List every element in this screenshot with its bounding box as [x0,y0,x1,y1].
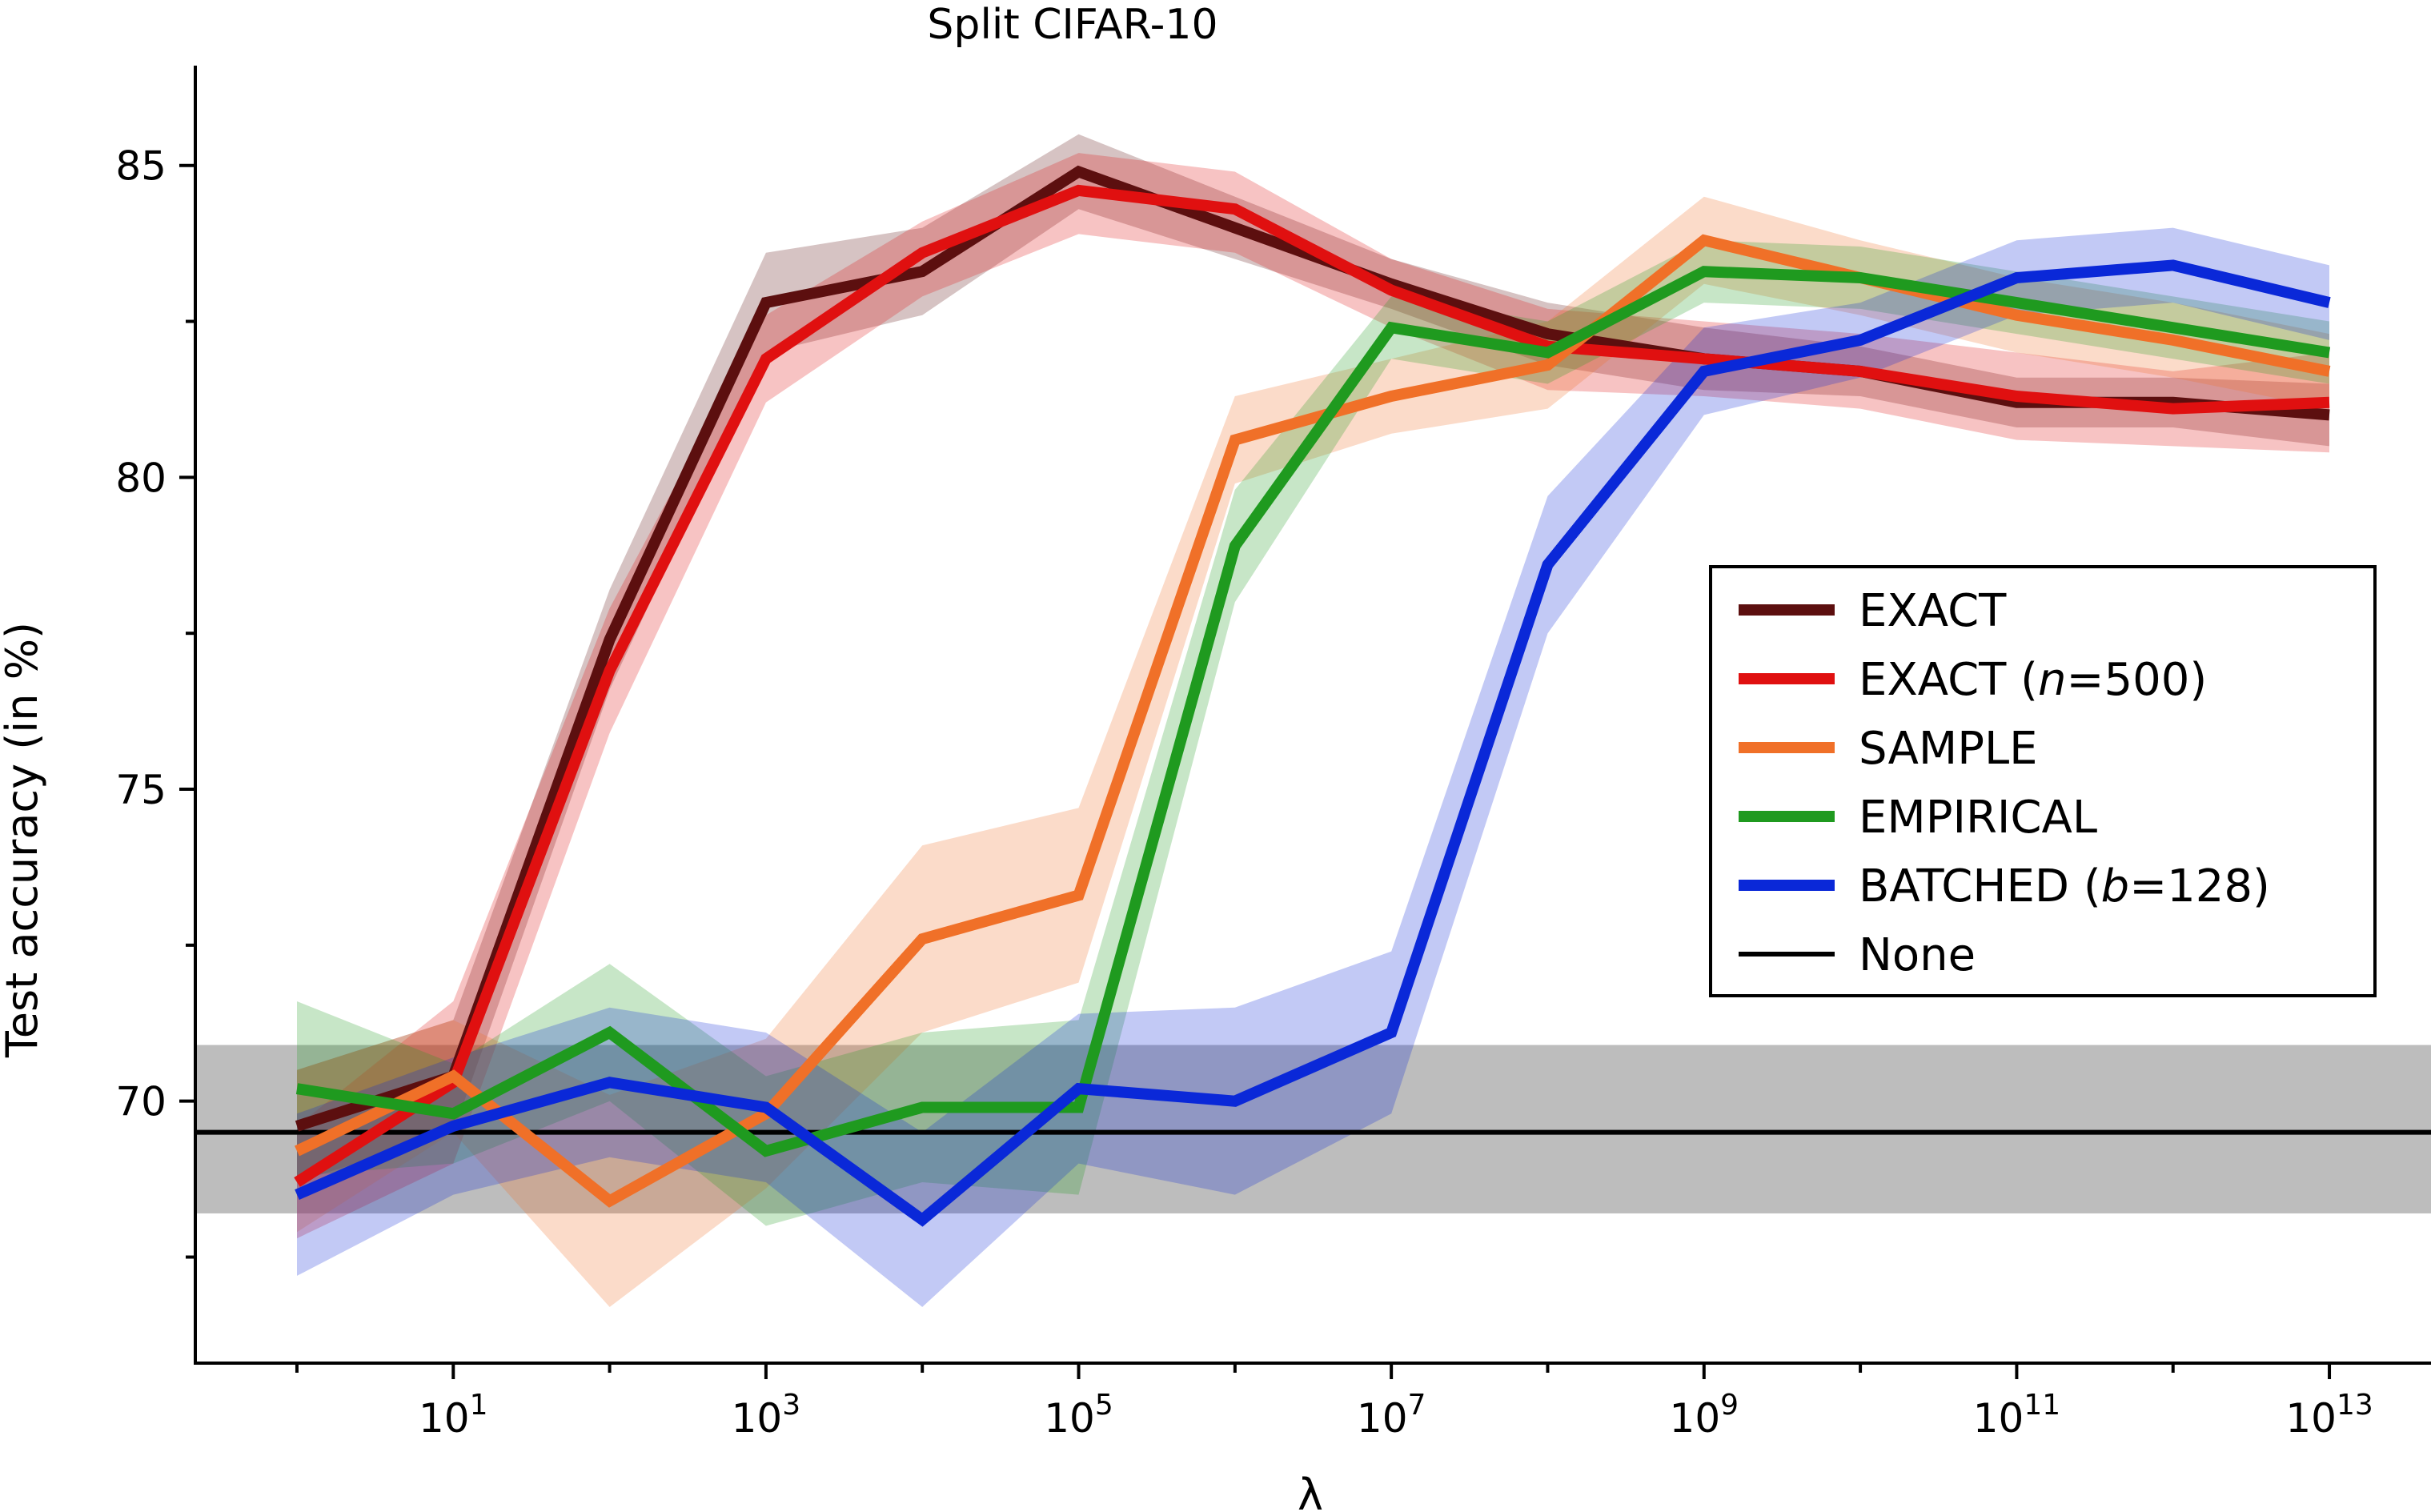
x-tick-label: 101 [419,1389,488,1442]
legend-label: EXACT (n=500) [1859,654,2207,706]
y-axis-label: Test accuracy (in %) [0,622,47,1058]
band-sample [297,196,2329,1307]
legend-label: SAMPLE [1859,723,2038,775]
x-tick-label: 1011 [1973,1389,2060,1442]
series-line-exact-n-500 [294,184,2330,1187]
x-tick-label: 107 [1357,1389,1426,1442]
y-tick-label: 70 [115,1079,166,1125]
x-tick-label: 1013 [2285,1389,2373,1442]
legend-item-empirical: EMPIRICAL [1739,792,2097,844]
legend: EXACT EXACT (n=500) SAMPLE EMPIRICAL BATCHED… [1709,565,2377,997]
series-line-batched-b-128 [295,259,2331,1227]
x-tick-label: 103 [732,1389,801,1442]
legend-item-none: None [1739,929,1976,981]
legend-box [1709,565,2377,997]
y-tick-label: 80 [115,455,166,501]
baseline-band [195,1045,2431,1213]
y-tick-label: 85 [115,143,166,190]
legend-item-exact: EXACT [1739,585,2007,637]
x-tick-label: 109 [1670,1389,1739,1442]
legend-label: EMPIRICAL [1859,792,2097,844]
legend-item-sample: SAMPLE [1739,723,2038,775]
x-tick-label: 105 [1044,1389,1113,1442]
band-batched-b-128 [297,227,2329,1307]
legend-item-batched-b-128: BATCHED (b=128) [1739,860,2270,912]
x-axis-label: λ [1298,1470,1323,1512]
legend-label: EXACT [1859,585,2007,637]
y-tick-label: 75 [115,767,166,813]
series-line-empirical [295,266,2331,1157]
legend-item-exact-n-500: EXACT (n=500) [1739,654,2207,706]
plot-area [195,134,2431,1307]
legend-label: BATCHED (b=128) [1859,860,2270,912]
chart-title: Split CIFAR-10 [927,1,1218,49]
legend-label: None [1859,929,1976,981]
axes: 70 75 80 85 101 103 105 107 109 1011 1013 [115,66,2431,1442]
series-line-sample [294,234,2331,1208]
